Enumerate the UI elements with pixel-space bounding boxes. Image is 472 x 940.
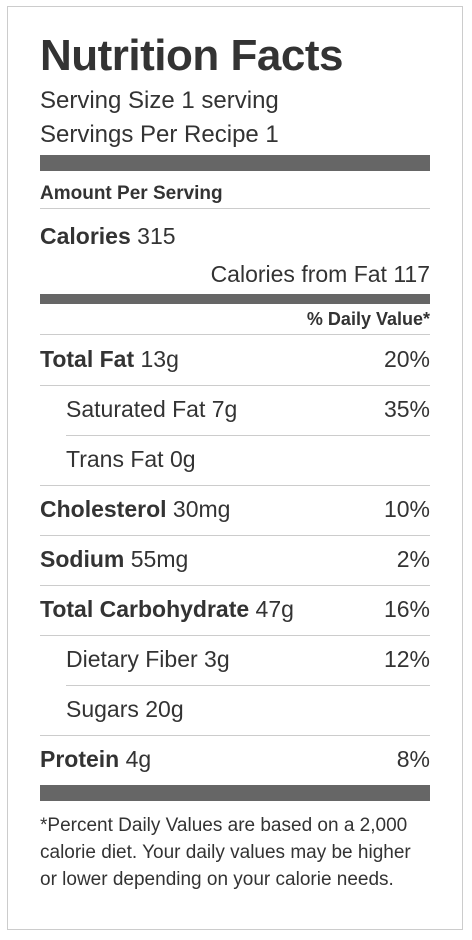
nutrient-daily-value: 35%: [383, 396, 430, 422]
nutrient-daily-value: 10%: [383, 496, 430, 522]
nutrient-row-dietary-fiber: Dietary Fiber 3g 12%: [40, 636, 430, 686]
daily-value-header: % Daily Value*: [306, 309, 430, 329]
nutrient-name: Total Fat 13g: [40, 346, 179, 372]
calories-line: Calories 315: [40, 223, 176, 250]
divider: [40, 208, 430, 209]
nutrient-name: Cholesterol 30mg: [40, 496, 231, 522]
nutrition-label: Nutrition Facts Serving Size 1 serving S…: [7, 6, 463, 930]
nutrient-name: Trans Fat 0g: [66, 446, 196, 472]
amount-per-serving: Amount Per Serving: [40, 183, 223, 204]
servings-per-recipe: Servings Per Recipe 1: [40, 121, 279, 148]
thick-divider-bottom: [40, 785, 430, 801]
nutrient-daily-value: 2%: [396, 546, 430, 572]
serving-size: Serving Size 1 serving: [40, 87, 279, 114]
calories-value: 315: [137, 223, 176, 249]
nutrient-name: Sodium 55mg: [40, 546, 189, 572]
nutrient-daily-value: 16%: [383, 596, 430, 622]
calories-label: Calories: [40, 223, 131, 249]
divider: [40, 334, 430, 335]
label-title: Nutrition Facts: [40, 31, 343, 80]
nutrient-row-saturated-fat: Saturated Fat 7g 35%: [40, 386, 430, 436]
nutrient-name: Saturated Fat 7g: [66, 396, 238, 422]
nutrient-row-cholesterol: Cholesterol 30mg 10%: [40, 486, 430, 536]
nutrient-name: Dietary Fiber 3g: [66, 646, 230, 672]
footnote: *Percent Daily Values are based on a 2,0…: [40, 815, 411, 890]
thick-divider-middle: [40, 294, 430, 304]
nutrient-name: Sugars 20g: [66, 696, 184, 722]
nutrient-daily-value: 20%: [383, 346, 430, 372]
nutrient-daily-value: 8%: [396, 746, 430, 772]
thick-divider-top: [40, 155, 430, 171]
nutrient-row-total-fat: Total Fat 13g 20%: [40, 336, 430, 386]
nutrient-row-protein: Protein 4g 8%: [40, 736, 430, 786]
nutrient-name: Total Carbohydrate 47g: [40, 596, 294, 622]
nutrient-row-sodium: Sodium 55mg 2%: [40, 536, 430, 586]
calories-from-fat: Calories from Fat 117: [210, 261, 430, 287]
nutrient-row-total-carbohydrate: Total Carbohydrate 47g 16%: [40, 586, 430, 636]
nutrient-daily-value: 12%: [383, 646, 430, 672]
nutrient-row-trans-fat: Trans Fat 0g: [40, 436, 430, 486]
nutrient-row-sugars: Sugars 20g: [40, 686, 430, 736]
nutrient-name: Protein 4g: [40, 746, 152, 772]
nutrition-label-body: Nutrition Facts Serving Size 1 serving S…: [40, 7, 430, 929]
